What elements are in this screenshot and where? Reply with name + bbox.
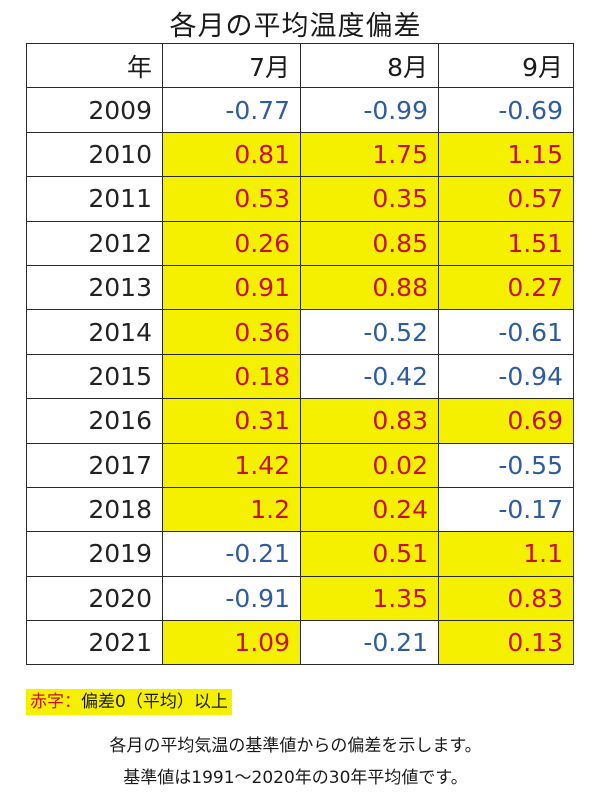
year-cell: 2016 — [26, 398, 163, 444]
year-cell: 2018 — [26, 486, 163, 533]
deviation-cell: 0.36 — [162, 309, 301, 355]
header-september: 9月 — [438, 42, 574, 89]
year-cell: 2009 — [26, 87, 163, 133]
deviation-cell: 0.53 — [162, 176, 301, 222]
table-row: 2020 -0.91 1.35 0.83 — [26, 575, 574, 622]
deviation-cell: 0.57 — [438, 176, 574, 222]
year-cell: 2019 — [26, 531, 163, 577]
year-cell: 2020 — [26, 575, 163, 622]
deviation-cell: -0.61 — [438, 309, 574, 355]
deviation-cell: 0.83 — [300, 398, 439, 444]
table-row: 2009 -0.77 -0.99 -0.69 — [26, 87, 574, 133]
deviation-cell: -0.52 — [300, 309, 439, 355]
deviation-cell: 0.24 — [300, 486, 439, 533]
deviation-cell: 0.18 — [162, 353, 301, 400]
deviation-cell: 0.26 — [162, 220, 301, 266]
table-row: 2021 1.09 -0.21 0.13 — [26, 620, 574, 666]
year-cell: 2012 — [26, 220, 163, 266]
deviation-cell: 0.35 — [300, 176, 439, 222]
deviation-cell: -0.21 — [300, 620, 439, 666]
deviation-cell: 0.91 — [162, 264, 301, 311]
table-row: 2010 0.81 1.75 1.15 — [26, 131, 574, 178]
year-cell: 2021 — [26, 620, 163, 666]
year-cell: 2013 — [26, 264, 163, 311]
baseline-note: 基準値は1991～2020年の30年平均値です。 — [123, 768, 468, 788]
year-cell: 2015 — [26, 353, 163, 400]
table-row: 2016 0.31 0.83 0.69 — [26, 398, 574, 444]
table-row: 2019 -0.21 0.51 1.1 — [26, 531, 574, 577]
deviation-cell: 1.1 — [438, 531, 574, 577]
deviation-cell: 0.13 — [438, 620, 574, 666]
year-cell: 2017 — [26, 442, 163, 488]
deviation-cell: 1.15 — [438, 131, 574, 178]
table-row: 2012 0.26 0.85 1.51 — [26, 220, 574, 266]
table-row: 2015 0.18 -0.42 -0.94 — [26, 353, 574, 400]
deviation-cell: 1.42 — [162, 442, 301, 488]
table-header-row: 年 7月 8月 9月 — [26, 42, 574, 89]
table-row: 2017 1.42 0.02 -0.55 — [26, 442, 574, 488]
deviation-cell: 0.83 — [438, 575, 574, 622]
deviation-cell: 1.75 — [300, 131, 439, 178]
year-cell: 2011 — [26, 176, 163, 222]
deviation-cell: -0.17 — [438, 486, 574, 533]
legend-rest-text: 偏差0（平均）以上 — [81, 692, 228, 712]
deviation-cell: 1.51 — [438, 220, 574, 266]
deviation-cell: 0.88 — [300, 264, 439, 311]
temperature-deviation-table: 年 7月 8月 9月 2009 -0.77 -0.99 -0.69 2010 0.81 1.… — [26, 42, 574, 666]
deviation-cell: 1.35 — [300, 575, 439, 622]
year-cell: 2014 — [26, 309, 163, 355]
deviation-cell: 0.85 — [300, 220, 439, 266]
legend-highlight-text: 赤字： — [30, 692, 81, 712]
deviation-cell: -0.94 — [438, 353, 574, 400]
explanation-note: 各月の平均気温の基準値からの偏差を示します。 — [109, 736, 482, 756]
deviation-cell: 0.02 — [300, 442, 439, 488]
header-july: 7月 — [162, 42, 301, 89]
page-title: 各月の平均温度偏差 — [169, 11, 422, 42]
deviation-cell: -0.42 — [300, 353, 439, 400]
deviation-cell: 0.51 — [300, 531, 439, 577]
table-body: 2009 -0.77 -0.99 -0.69 2010 0.81 1.75 1.15 2011 0… — [26, 87, 574, 666]
deviation-cell: 0.69 — [438, 398, 574, 444]
deviation-cell: 1.09 — [162, 620, 301, 666]
table-row: 2011 0.53 0.35 0.57 — [26, 176, 574, 222]
deviation-cell: -0.99 — [300, 87, 439, 133]
deviation-cell: -0.91 — [162, 575, 301, 622]
deviation-cell: -0.55 — [438, 442, 574, 488]
table-row: 2014 0.36 -0.52 -0.61 — [26, 309, 574, 355]
header-august: 8月 — [300, 42, 439, 89]
legend-note: 赤字：偏差0（平均）以上 — [26, 689, 232, 715]
deviation-cell: -0.21 — [162, 531, 301, 577]
deviation-cell: -0.77 — [162, 87, 301, 133]
year-cell: 2010 — [26, 131, 163, 178]
header-year: 年 — [26, 42, 163, 89]
table-row: 2018 1.2 0.24 -0.17 — [26, 486, 574, 533]
deviation-cell: 1.2 — [162, 486, 301, 533]
deviation-cell: 0.31 — [162, 398, 301, 444]
deviation-cell: -0.69 — [438, 87, 574, 133]
deviation-cell: 0.27 — [438, 264, 574, 311]
table-row: 2013 0.91 0.88 0.27 — [26, 264, 574, 311]
deviation-cell: 0.81 — [162, 131, 301, 178]
